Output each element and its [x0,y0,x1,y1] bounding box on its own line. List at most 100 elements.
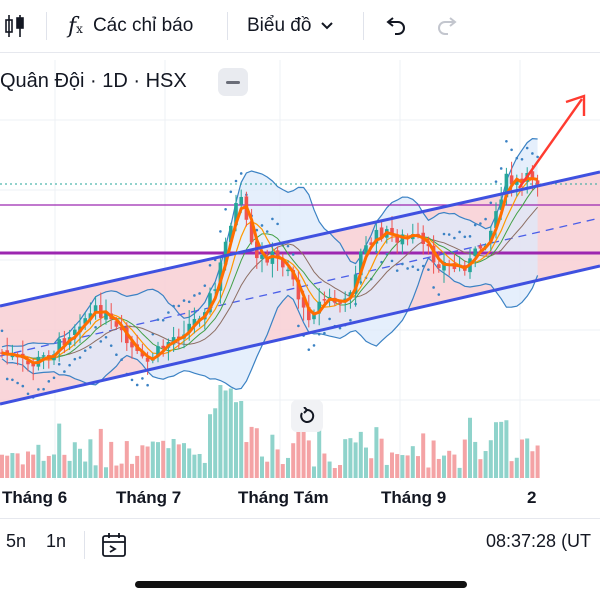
clock-time: 08:37:28 (UT [486,531,592,551]
volume-bar [405,455,410,478]
candle-body [130,341,134,348]
sar-dot [63,370,66,373]
candle-body [431,245,436,263]
candle-body [41,355,46,357]
volume-bar [390,452,394,478]
volume-bar [67,460,72,478]
volume-bar [322,453,327,478]
candle-body [338,302,342,304]
sar-dot [161,318,165,322]
volume-bar [317,424,322,478]
chevron-down-icon [321,22,334,30]
sar-dot [499,167,503,170]
candle-body [489,230,493,244]
candle-body [473,248,477,257]
indicators-label: Các chỉ báo [92,15,194,36]
moving-average-slow-line [1,206,538,359]
chart-style-dropdown[interactable]: Biểu đồ [247,0,335,52]
volume-bar [306,440,311,478]
sar-dot [177,304,181,308]
symbol-legend[interactable]: Quân Đội · 1D · HSX [0,70,187,92]
volume-bar [286,457,290,478]
sar-dot [120,358,123,362]
candle-body [395,235,399,243]
candle-body [400,234,405,245]
undo-button[interactable] [383,0,407,52]
bollinger-upper-line [1,137,538,348]
sar-dot [130,378,134,382]
volume-bars [0,385,540,478]
sar-dot [5,377,9,381]
volume-bar [369,458,374,478]
volume-bar [98,428,103,478]
sar-dot [146,383,149,387]
candle-body [494,211,498,228]
sar-dot [317,332,321,336]
sar-dot [265,230,269,233]
x-tick-label: Tháng Tám [238,488,329,507]
indicators-button[interactable]: fx Các chỉ báo [68,0,193,52]
candle-body [145,357,150,362]
volume-bar [431,440,436,478]
sar-dot [411,265,415,268]
candle-body [213,289,217,291]
sar-dot [182,299,186,302]
volume-bar [5,455,10,478]
volume-bar [462,439,467,478]
sar-dot [229,190,233,194]
sar-dot [427,268,430,271]
volume-bar [72,442,77,478]
minus-icon[interactable] [218,68,248,96]
volume-bar [275,449,280,478]
candle-body [312,314,316,320]
redo-button[interactable] [436,0,460,52]
sar-dot [401,262,404,266]
candle-body [73,329,77,336]
sar-dot [73,357,77,361]
volume-bar [176,444,181,478]
volume-bar [327,461,332,478]
sar-dot [109,344,113,347]
sar-dot [89,346,92,349]
sar-dot [11,378,14,382]
sar-dot [239,172,243,175]
volume-bar [384,464,389,478]
range-5y-button[interactable]: 5n [6,531,27,551]
volume-bar [364,447,368,478]
volume-bar [41,460,46,478]
volume-bar [296,431,301,478]
candle-body [208,293,212,313]
candle-body [187,323,191,333]
chart-type-candles-button[interactable] [4,0,26,52]
sar-dot [406,267,409,270]
calendar-goto-icon[interactable] [100,531,128,559]
volume-bar [135,455,140,478]
sar-dot [531,152,534,155]
volume-bar [239,400,244,478]
candle-body [192,318,197,326]
reset-chart-button[interactable] [291,400,323,432]
volume-bar [478,459,483,478]
fx-icon: fx [68,13,83,39]
volume-bar [166,448,171,478]
toolbar-divider [227,12,228,40]
sar-dot [21,384,25,388]
price-chart[interactable] [0,52,600,518]
sar-dot [16,381,19,385]
toolbar-divider [46,12,47,40]
volume-bar [182,443,186,478]
volume-bar [436,458,441,478]
candle-body [379,227,384,239]
volume-bar [10,453,15,478]
sar-dot [26,392,30,396]
moving-average-mid-line [1,178,538,361]
candle-body [437,264,441,269]
undo-icon [386,17,405,35]
range-1y-button[interactable]: 1n [46,531,67,551]
volume-bar [130,463,134,478]
sar-dot [83,349,87,352]
sar-dot [219,230,222,233]
volume-bar [26,451,30,478]
sar-dot [135,383,139,387]
volume-bar [452,454,457,478]
